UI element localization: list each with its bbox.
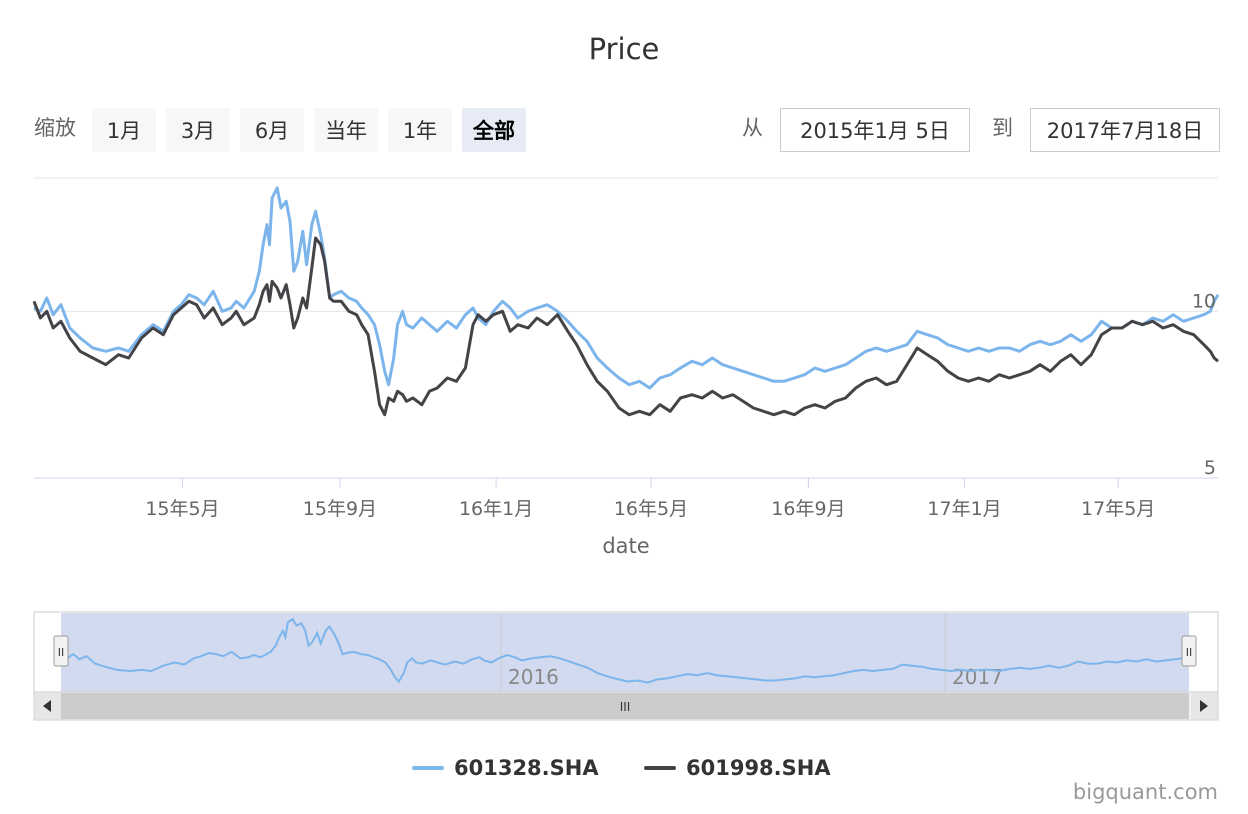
legend-label-601328: 601328.SHA [454, 756, 599, 780]
legend-item-601328[interactable]: 601328.SHA [412, 752, 599, 784]
range-to-input[interactable]: 2017年7月18日 [1030, 108, 1220, 152]
range-from-input[interactable]: 2015年1月 5日 [780, 108, 970, 152]
navigator[interactable]: 2016 2017 II II [33, 611, 1219, 693]
legend-swatch-601328 [412, 766, 444, 770]
legend-item-601998[interactable]: 601998.SHA [644, 752, 831, 784]
handle-grip-left: II [58, 646, 65, 659]
chart-title: Price [588, 32, 660, 66]
scrollbar-thumb [61, 693, 1189, 719]
x-tick-label: 16年9月 [771, 498, 845, 520]
navigator-handle-left[interactable]: II [53, 635, 69, 667]
credit-link[interactable]: bigquant.com [1072, 780, 1218, 804]
scrollbar-grip: III [620, 700, 631, 714]
navigator-year-2016: 2016 [508, 665, 559, 689]
zoom-button-1y[interactable]: 1年 [388, 108, 452, 152]
navigator-series-layer [60, 617, 1190, 684]
x-tick-label: 17年1月 [927, 498, 1001, 520]
zoom-button-1m[interactable]: 1月 [92, 108, 156, 152]
zoom-button-ytd[interactable]: 当年 [314, 108, 378, 152]
scrollbar-right-button[interactable] [1191, 693, 1217, 719]
arrow-left-icon [43, 700, 51, 712]
plot-layer [32, 186, 1220, 417]
navigator-mask [61, 613, 1189, 692]
axis-layer: 5 10 15年5月 15年9月 16年1月 16年5月 16年9月 17年1月 17年5月 [145, 290, 1216, 520]
series-line-601328[interactable] [33, 186, 1220, 390]
x-tick-label: 16年1月 [459, 498, 533, 520]
y-tick-label: 10 [1192, 290, 1216, 312]
scrollbar[interactable]: III [33, 691, 1219, 721]
zoom-button-6m[interactable]: 6月 [240, 108, 304, 152]
x-axis-title: date [602, 534, 649, 558]
navigator-series-line [60, 617, 1190, 684]
zoom-label: 缩放 [34, 116, 76, 140]
navigator-handle-right[interactable]: II [1181, 635, 1197, 667]
legend-label-601998: 601998.SHA [686, 756, 831, 780]
series-line-601998[interactable] [32, 236, 1219, 417]
scrollbar-left-button[interactable] [35, 693, 61, 719]
range-from-label: 从 [742, 116, 763, 140]
x-tick-label: 15年5月 [145, 498, 219, 520]
legend-swatch-601998 [644, 766, 676, 770]
handle-grip-right: II [1186, 646, 1193, 659]
arrow-right-icon [1200, 700, 1208, 712]
grid-layer [34, 177, 1218, 479]
y-tick-label: 5 [1204, 457, 1216, 479]
x-tick-label: 17年5月 [1081, 498, 1155, 520]
range-to-label: 到 [992, 116, 1013, 140]
navigator-year-2017: 2017 [952, 665, 1003, 689]
x-tick-label: 15年9月 [303, 498, 377, 520]
zoom-button-all[interactable]: 全部 [462, 108, 526, 152]
zoom-button-3m[interactable]: 3月 [166, 108, 230, 152]
chart-canvas: 5 10 15年5月 15年9月 16年1月 16年5月 16年9月 17年1月 17年5月 d… [32, 177, 1220, 721]
x-tick-label: 16年5月 [614, 498, 688, 520]
